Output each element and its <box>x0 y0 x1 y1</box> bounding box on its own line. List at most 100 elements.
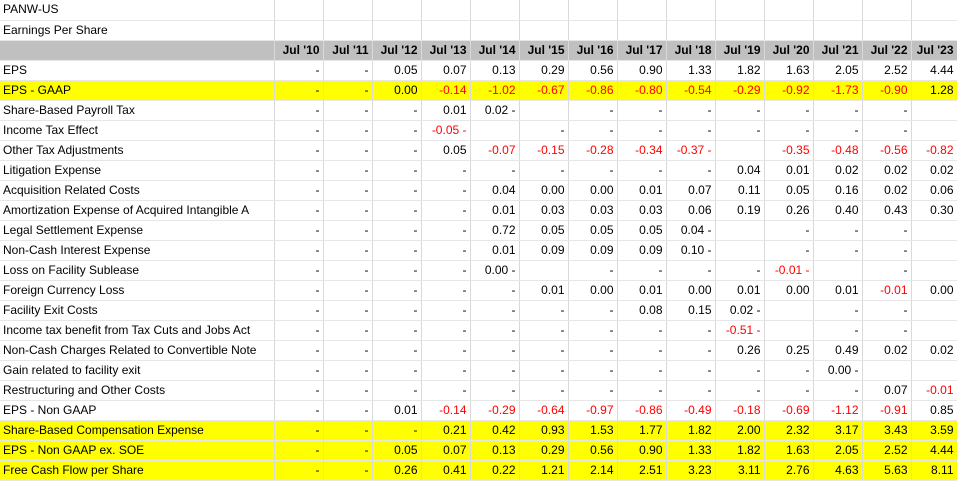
value-cell[interactable]: - <box>519 340 569 361</box>
value-cell[interactable] <box>911 220 957 241</box>
value-cell[interactable]: - <box>421 240 471 261</box>
value-cell[interactable]: -0.29 <box>470 400 520 421</box>
value-cell[interactable] <box>715 220 765 241</box>
value-cell[interactable]: -0.51 - <box>715 320 765 341</box>
value-cell[interactable]: - <box>666 160 716 181</box>
value-cell[interactable] <box>715 140 765 161</box>
value-cell[interactable]: - <box>715 120 765 141</box>
value-cell[interactable]: - <box>274 360 324 381</box>
value-cell[interactable] <box>911 300 957 321</box>
value-cell[interactable]: - <box>274 340 324 361</box>
column-header[interactable]: Jul '14 <box>470 40 520 61</box>
value-cell[interactable]: 0.01 <box>470 200 520 221</box>
value-cell[interactable]: - <box>274 140 324 161</box>
value-cell[interactable]: -0.34 <box>617 140 667 161</box>
value-cell[interactable]: -0.29 <box>715 80 765 101</box>
value-cell[interactable]: 0.26 <box>372 460 422 481</box>
value-cell[interactable]: -0.92 <box>764 80 814 101</box>
column-header[interactable]: Jul '12 <box>372 40 422 61</box>
value-cell[interactable] <box>911 260 957 281</box>
value-cell[interactable]: 1.77 <box>617 420 667 441</box>
value-cell[interactable]: 0.09 <box>568 240 618 261</box>
value-cell[interactable]: 3.43 <box>862 420 912 441</box>
row-label[interactable]: EPS <box>0 60 275 81</box>
value-cell[interactable]: - <box>666 380 716 401</box>
value-cell[interactable]: - <box>274 440 324 461</box>
value-cell[interactable]: 0.15 <box>666 300 716 321</box>
value-cell[interactable]: 2.51 <box>617 460 667 481</box>
value-cell[interactable]: 0.01 <box>470 240 520 261</box>
value-cell[interactable]: 0.01 <box>372 400 422 421</box>
value-cell[interactable]: - <box>862 220 912 241</box>
value-cell[interactable]: 3.11 <box>715 460 765 481</box>
value-cell[interactable]: - <box>470 380 520 401</box>
value-cell[interactable]: 0.04 <box>715 160 765 181</box>
row-label[interactable]: Amortization Expense of Acquired Intangi… <box>0 200 275 221</box>
value-cell[interactable]: -0.07 <box>470 140 520 161</box>
value-cell[interactable]: - <box>274 200 324 221</box>
value-cell[interactable]: 0.56 <box>568 440 618 461</box>
value-cell[interactable]: 0.00 <box>519 180 569 201</box>
row-label[interactable]: Acquisition Related Costs <box>0 180 275 201</box>
value-cell[interactable] <box>715 240 765 261</box>
value-cell[interactable]: 0.03 <box>568 200 618 221</box>
value-cell[interactable]: 2.05 <box>813 60 863 81</box>
value-cell[interactable]: 0.00 <box>568 180 618 201</box>
value-cell[interactable] <box>519 260 569 281</box>
value-cell[interactable]: - <box>617 100 667 121</box>
row-label[interactable]: Gain related to facility exit <box>0 360 275 381</box>
value-cell[interactable]: 0.00 <box>568 280 618 301</box>
value-cell[interactable]: - <box>617 260 667 281</box>
value-cell[interactable]: 0.07 <box>421 60 471 81</box>
value-cell[interactable]: 0.08 <box>617 300 667 321</box>
value-cell[interactable]: - <box>323 140 373 161</box>
value-cell[interactable]: - <box>323 120 373 141</box>
column-header[interactable]: Jul '17 <box>617 40 667 61</box>
value-cell[interactable]: 0.29 <box>519 60 569 81</box>
value-cell[interactable] <box>911 120 957 141</box>
value-cell[interactable]: - <box>617 380 667 401</box>
value-cell[interactable]: 0.00 <box>666 280 716 301</box>
value-cell[interactable] <box>911 360 957 381</box>
value-cell[interactable]: -0.86 <box>617 400 667 421</box>
value-cell[interactable]: - <box>372 100 422 121</box>
value-cell[interactable]: 0.03 <box>617 200 667 221</box>
value-cell[interactable]: - <box>764 360 814 381</box>
value-cell[interactable]: - <box>274 460 324 481</box>
row-label[interactable]: Non-Cash Charges Related to Convertible … <box>0 340 275 361</box>
value-cell[interactable]: - <box>666 360 716 381</box>
value-cell[interactable]: 0.03 <box>519 200 569 221</box>
value-cell[interactable]: - <box>274 380 324 401</box>
value-cell[interactable]: 4.63 <box>813 460 863 481</box>
value-cell[interactable]: - <box>372 140 422 161</box>
value-cell[interactable] <box>911 240 957 261</box>
value-cell[interactable] <box>519 100 569 121</box>
value-cell[interactable]: 0.49 <box>813 340 863 361</box>
value-cell[interactable]: -0.91 <box>862 400 912 421</box>
value-cell[interactable]: - <box>470 340 520 361</box>
value-cell[interactable]: - <box>323 420 373 441</box>
value-cell[interactable]: 0.13 <box>470 60 520 81</box>
value-cell[interactable]: - <box>372 340 422 361</box>
value-cell[interactable]: - <box>372 320 422 341</box>
value-cell[interactable]: - <box>421 360 471 381</box>
value-cell[interactable]: - <box>274 100 324 121</box>
value-cell[interactable]: 3.23 <box>666 460 716 481</box>
value-cell[interactable]: 0.05 <box>421 140 471 161</box>
value-cell[interactable]: 0.93 <box>519 420 569 441</box>
value-cell[interactable]: - <box>372 240 422 261</box>
value-cell[interactable]: 2.32 <box>764 420 814 441</box>
value-cell[interactable]: 0.22 <box>470 460 520 481</box>
value-cell[interactable]: - <box>519 380 569 401</box>
value-cell[interactable]: - <box>862 100 912 121</box>
value-cell[interactable]: -0.90 <box>862 80 912 101</box>
value-cell[interactable]: - <box>274 160 324 181</box>
row-label[interactable]: Free Cash Flow per Share <box>0 460 275 481</box>
value-cell[interactable]: 0.02 <box>862 160 912 181</box>
row-label[interactable]: Legal Settlement Expense <box>0 220 275 241</box>
value-cell[interactable]: 1.63 <box>764 60 814 81</box>
value-cell[interactable]: - <box>470 300 520 321</box>
column-header[interactable]: Jul '16 <box>568 40 618 61</box>
value-cell[interactable]: - <box>274 280 324 301</box>
value-cell[interactable]: 0.01 <box>715 280 765 301</box>
